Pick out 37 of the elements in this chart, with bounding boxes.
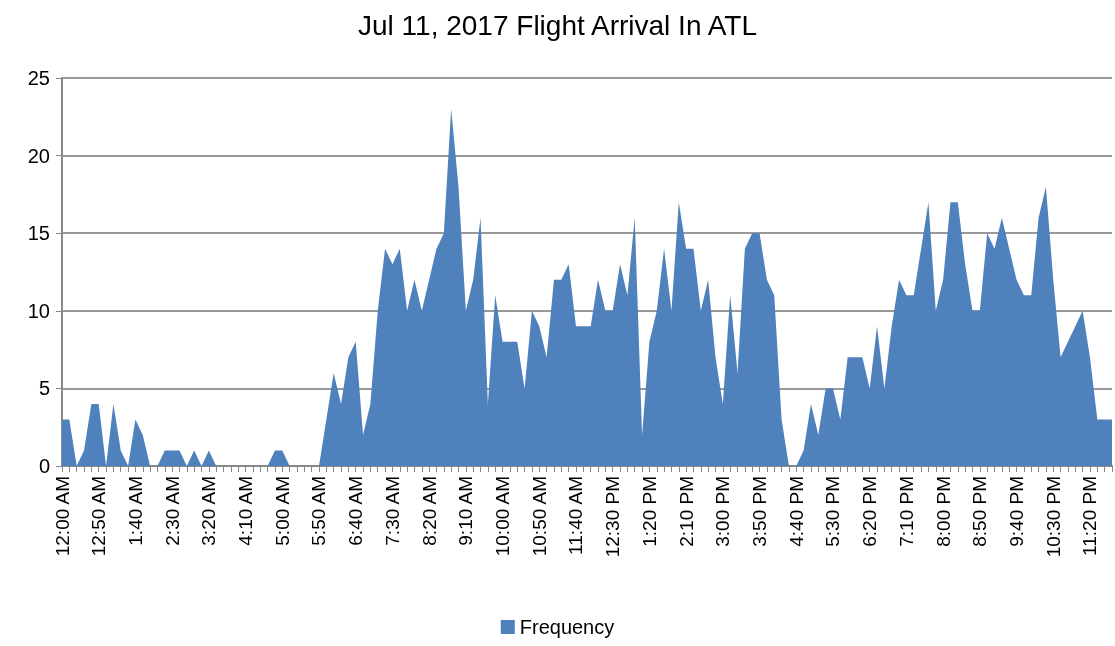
x-tick-label: 8:00 PM	[932, 476, 954, 547]
x-tick-label: 10:30 PM	[1042, 476, 1064, 558]
x-tick-label: 11:40 AM	[565, 476, 587, 555]
x-tick-label: 2:30 AM	[161, 476, 183, 546]
chart-title: Jul 11, 2017 Flight Arrival In ATL	[358, 9, 757, 41]
x-tick-label: 3:00 PM	[712, 476, 734, 547]
y-tick-label: 15	[27, 222, 50, 245]
y-tick-label: 25	[27, 67, 50, 89]
x-tick-label: 3:20 AM	[198, 476, 220, 546]
legend-label: Frequency	[519, 616, 615, 638]
x-tick-label: 9:40 PM	[1006, 476, 1028, 547]
x-tick-label: 7:30 AM	[381, 476, 403, 546]
x-tick-label: 5:00 AM	[271, 476, 293, 546]
y-tick-label: 0	[38, 455, 50, 477]
x-tick-label: 4:40 PM	[785, 476, 807, 547]
x-tick-label: 1:40 AM	[124, 476, 146, 546]
x-tick-label: 11:20 PM	[1079, 476, 1101, 556]
x-tick-label: 8:20 AM	[418, 476, 440, 546]
x-tick-label: 4:10 AM	[235, 476, 257, 546]
x-tick-label: 6:40 AM	[345, 476, 367, 546]
x-tick-label: 10:00 AM	[492, 476, 514, 557]
y-tick-label: 5	[38, 377, 50, 400]
x-tick-label: 1:20 PM	[638, 476, 660, 547]
x-tick-label: 8:50 PM	[969, 476, 991, 547]
x-tick-label: 10:50 AM	[528, 476, 550, 557]
y-tick-label: 10	[27, 299, 50, 322]
x-tick-label: 2:10 PM	[675, 476, 697, 547]
x-tick-label: 12:00 AM	[51, 476, 73, 557]
y-tick-label: 20	[27, 144, 50, 167]
x-tick-label: 12:30 PM	[602, 476, 624, 558]
x-tick-label: 5:50 AM	[308, 476, 330, 546]
x-tick-label: 6:20 PM	[859, 476, 881, 547]
x-tick-label: 7:10 PM	[895, 476, 917, 547]
x-tick-label: 9:10 AM	[455, 476, 477, 546]
x-tick-label: 3:50 PM	[749, 476, 771, 547]
x-tick-label: 12:50 AM	[88, 476, 110, 557]
x-tick-label: 5:30 PM	[822, 476, 844, 547]
